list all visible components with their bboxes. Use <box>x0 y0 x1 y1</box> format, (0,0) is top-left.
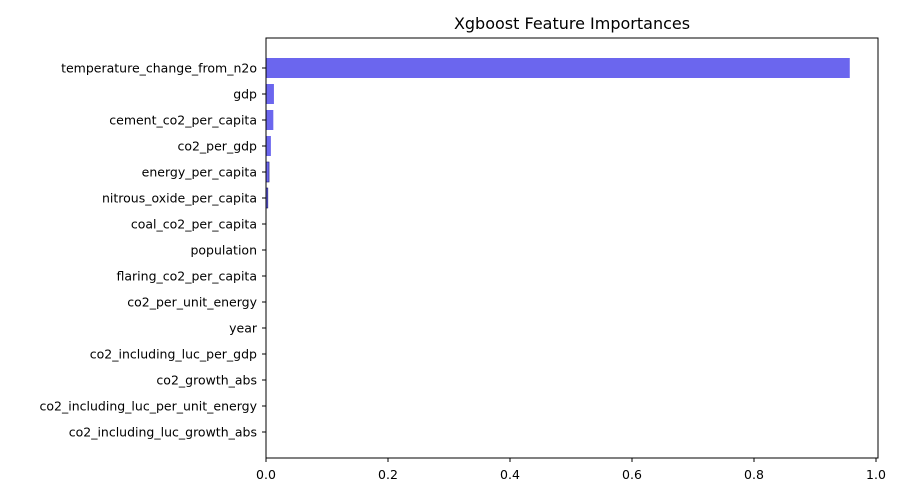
x-tick-label: 0.8 <box>744 467 764 482</box>
chart-title: Xgboost Feature Importances <box>454 14 690 33</box>
bars-layer <box>266 58 850 364</box>
bar <box>266 58 850 78</box>
y-tick-label: population <box>190 243 257 258</box>
x-axis: 0.0 0.2 0.4 0.6 0.8 1.0 <box>256 458 886 482</box>
y-tick-label: gdp <box>233 87 257 102</box>
y-tick-label: nitrous_oxide_per_capita <box>102 191 257 206</box>
x-tick-label: 0.4 <box>500 467 520 482</box>
y-tick-label: flaring_co2_per_capita <box>117 269 258 284</box>
y-tick-label: year <box>229 321 258 336</box>
plot-frame <box>266 38 878 458</box>
bar <box>266 110 273 130</box>
y-tick-label: co2_including_luc_per_unit_energy <box>40 399 258 414</box>
x-tick-label: 0.2 <box>378 467 398 482</box>
y-tick-label: co2_per_gdp <box>177 139 257 154</box>
bar <box>266 136 271 156</box>
x-tick-label: 0.0 <box>256 467 276 482</box>
y-tick-label: co2_growth_abs <box>156 373 257 388</box>
y-tick-label: temperature_change_from_n2o <box>61 61 257 76</box>
y-tick-label: coal_co2_per_capita <box>131 217 257 232</box>
x-tick-label: 1.0 <box>866 467 886 482</box>
y-tick-label: cement_co2_per_capita <box>109 113 257 128</box>
y-tick-label: co2_including_luc_per_gdp <box>90 347 257 362</box>
y-tick-label: energy_per_capita <box>142 165 257 180</box>
x-tick-label: 0.6 <box>622 467 642 482</box>
y-tick-label: co2_including_luc_growth_abs <box>69 425 257 440</box>
y-tick-label: co2_per_unit_energy <box>127 295 257 310</box>
bar <box>266 84 274 104</box>
